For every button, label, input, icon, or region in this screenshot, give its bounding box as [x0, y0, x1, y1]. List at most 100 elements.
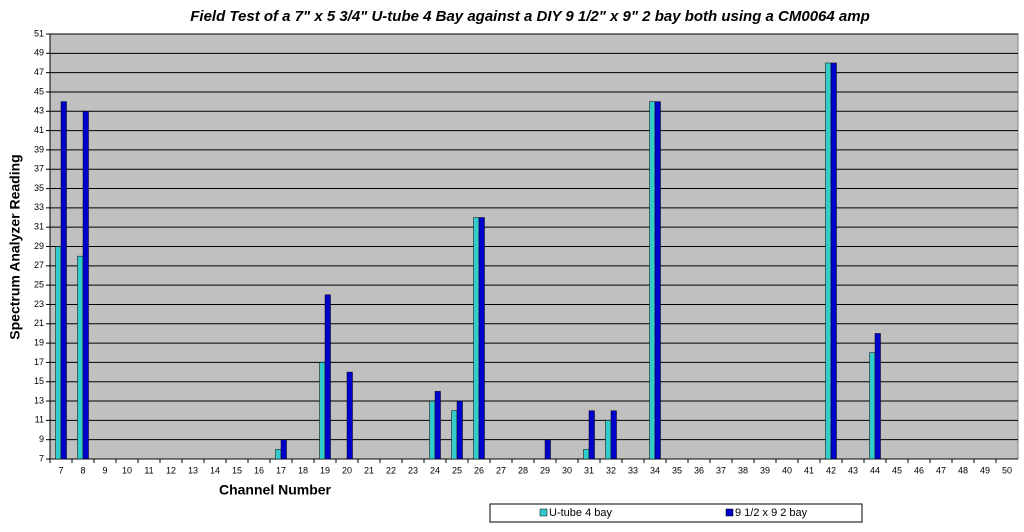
x-tick-label: 31 [584, 465, 594, 475]
x-tick-label: 11 [144, 465, 153, 475]
x-tick-label: 25 [452, 465, 462, 475]
x-axis-label: Channel Number [219, 482, 332, 498]
legend-box [489, 503, 863, 523]
x-tick-label: 8 [80, 465, 85, 475]
x-tick-label: 23 [408, 465, 418, 475]
y-tick-label: 15 [34, 376, 44, 386]
legend-label: U-tube 4 bay [549, 507, 612, 519]
bar [434, 391, 441, 460]
bar [280, 439, 287, 460]
x-tick-label: 28 [518, 465, 528, 475]
x-tick-label: 18 [298, 465, 308, 475]
bar [275, 449, 282, 460]
x-tick-label: 20 [342, 465, 352, 475]
x-tick-label: 19 [320, 465, 330, 475]
bar [649, 101, 656, 460]
bar [874, 333, 881, 460]
bar [605, 420, 612, 460]
x-tick-label: 44 [870, 465, 880, 475]
y-tick-label: 25 [34, 280, 44, 290]
x-tick-label: 13 [188, 465, 198, 475]
x-tick-label: 42 [826, 465, 836, 475]
y-tick-label: 31 [34, 222, 44, 232]
x-tick-label: 39 [760, 465, 770, 475]
bar [429, 400, 436, 460]
x-tick-label: 35 [672, 465, 682, 475]
y-tick-label: 37 [34, 164, 44, 174]
x-tick-label: 36 [694, 465, 704, 475]
bar [451, 410, 458, 460]
y-tick-label: 27 [34, 260, 44, 270]
y-tick-label: 39 [34, 144, 44, 154]
x-tick-label: 10 [122, 465, 132, 475]
y-tick-label: 49 [34, 48, 44, 58]
y-tick-label: 45 [34, 86, 44, 96]
x-tick-label: 33 [628, 465, 638, 475]
legend-swatch [725, 508, 734, 517]
bar [456, 400, 463, 460]
x-tick-label: 29 [540, 465, 550, 475]
legend-label: 9 1/2 x 9 2 bay [735, 507, 808, 519]
bar [583, 449, 590, 460]
y-tick-label: 17 [34, 357, 44, 367]
x-tick-label: 17 [276, 465, 286, 475]
x-tick-label: 47 [936, 465, 946, 475]
x-tick-label: 46 [914, 465, 924, 475]
bar [324, 294, 331, 460]
x-tick-label: 41 [804, 465, 814, 475]
x-tick-label: 45 [892, 465, 902, 475]
y-tick-label: 19 [34, 337, 44, 347]
x-tick-label: 32 [606, 465, 616, 475]
y-tick-label: 29 [34, 241, 44, 251]
y-tick-label: 43 [34, 106, 44, 116]
x-tick-label: 40 [782, 465, 792, 475]
x-tick-label: 15 [232, 465, 242, 475]
x-tick-label: 27 [496, 465, 506, 475]
y-axis-label: Spectrum Analyzer Reading [7, 154, 23, 339]
chart-title: Field Test of a 7" x 5 3/4" U-tube 4 Bay… [190, 8, 870, 25]
y-tick-label: 11 [35, 415, 44, 425]
bar [544, 439, 551, 460]
y-tick-label: 21 [34, 318, 44, 328]
y-tick-label: 9 [39, 434, 44, 444]
x-tick-label: 50 [1002, 465, 1012, 475]
bar [82, 111, 89, 460]
x-tick-label: 16 [254, 465, 264, 475]
bar [825, 62, 832, 460]
bar [830, 62, 837, 460]
y-tick-label: 35 [34, 183, 44, 193]
y-tick-label: 7 [39, 453, 44, 463]
bar [478, 217, 485, 460]
x-tick-label: 12 [166, 465, 176, 475]
x-tick-label: 37 [716, 465, 726, 475]
bar [588, 410, 595, 460]
x-tick-label: 14 [210, 465, 220, 475]
x-tick-label: 24 [430, 465, 440, 475]
legend-swatch [539, 508, 548, 517]
bar [473, 217, 480, 460]
x-tick-label: 30 [562, 465, 572, 475]
x-tick-label: 34 [650, 465, 660, 475]
bar [55, 246, 62, 460]
bar [610, 410, 617, 460]
x-tick-label: 22 [386, 465, 396, 475]
bar [654, 101, 661, 460]
x-tick-label: 48 [958, 465, 968, 475]
bar [60, 101, 67, 460]
x-tick-label: 43 [848, 465, 858, 475]
x-tick-label: 21 [364, 465, 374, 475]
x-tick-label: 7 [58, 465, 63, 475]
bar [319, 362, 326, 460]
y-tick-label: 47 [34, 67, 44, 77]
y-tick-label: 33 [34, 202, 44, 212]
y-tick-label: 13 [34, 395, 44, 405]
bar [346, 371, 353, 460]
y-tick-label: 23 [34, 299, 44, 309]
x-tick-label: 9 [102, 465, 107, 475]
x-tick-label: 49 [980, 465, 990, 475]
y-tick-label: 41 [34, 125, 44, 135]
x-tick-label: 38 [738, 465, 748, 475]
x-tick-label: 26 [474, 465, 484, 475]
bar [869, 352, 876, 460]
